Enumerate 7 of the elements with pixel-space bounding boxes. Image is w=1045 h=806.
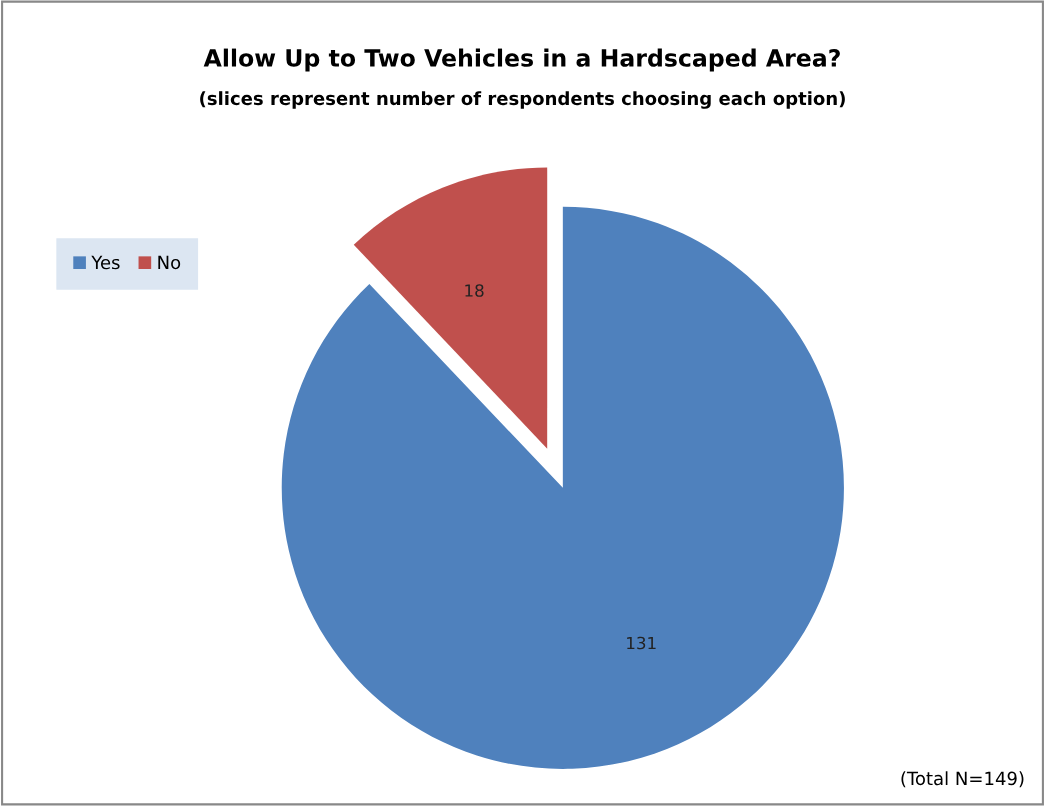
data-label: 18 bbox=[465, 284, 484, 297]
chart-title: Allow Up to Two Vehicles in a Hardscaped Area? bbox=[203, 48, 840, 72]
legend-label: No bbox=[158, 255, 181, 270]
chart-subtitle: (slices represent number of respondents choosing each option) bbox=[200, 91, 845, 109]
legend-label: Yes bbox=[91, 255, 120, 270]
data-label: 131 bbox=[627, 636, 656, 650]
text: (Total N=149) bbox=[901, 771, 1024, 788]
